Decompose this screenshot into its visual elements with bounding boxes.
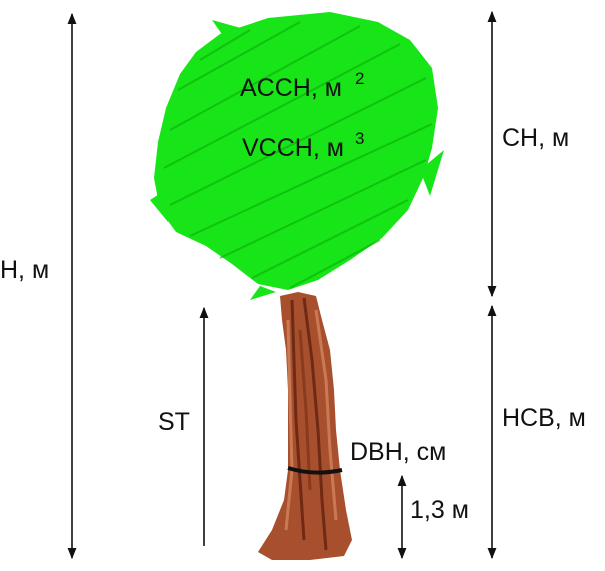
crown-area-exponent: 2 xyxy=(355,69,365,88)
diameter-label: DBH, см xyxy=(350,438,447,466)
trunk-bark xyxy=(284,297,338,551)
crown-scribble-edges xyxy=(150,20,444,300)
crown-base-height-label: HCB, м xyxy=(502,404,586,432)
trunk-fill xyxy=(258,292,352,560)
crown-shape xyxy=(150,12,444,300)
crown-height-label: CH, м xyxy=(502,124,570,152)
crown-area-label: ACCH, м xyxy=(240,74,342,102)
crown-strokes xyxy=(163,21,433,289)
stem-label: ST xyxy=(158,408,190,436)
crown-volume-exponent: 3 xyxy=(355,129,365,148)
dbh-band xyxy=(287,466,343,475)
breast-height-label: 1,3 м xyxy=(410,496,469,524)
crown-volume-label: VCCH, м xyxy=(242,134,344,162)
trunk-shape xyxy=(258,292,352,560)
total-height-label: H, м xyxy=(0,256,50,284)
